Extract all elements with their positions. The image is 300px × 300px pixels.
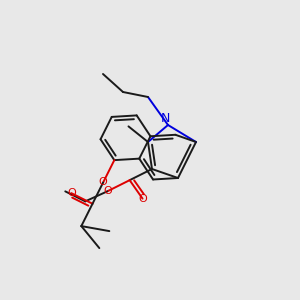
Text: O: O <box>67 188 76 198</box>
Text: O: O <box>103 186 112 197</box>
Text: O: O <box>99 178 107 188</box>
Text: N: N <box>160 112 170 124</box>
Text: O: O <box>138 194 147 204</box>
